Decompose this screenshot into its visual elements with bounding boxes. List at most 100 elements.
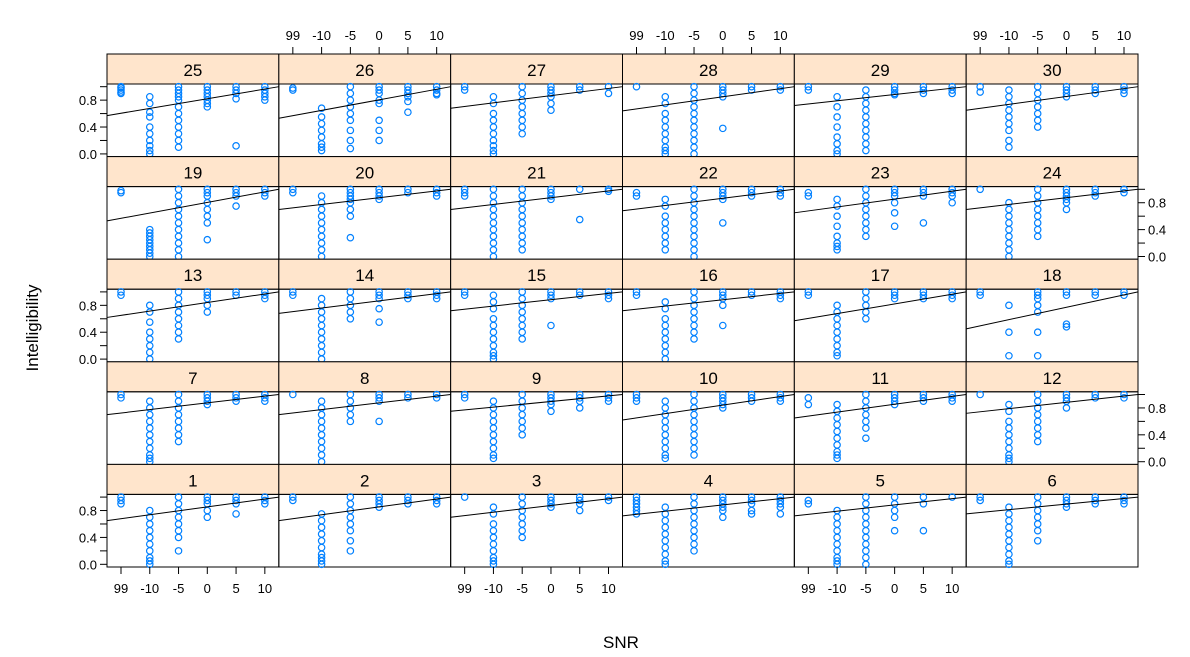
- data-point: [174, 294, 183, 303]
- data-point: [690, 431, 698, 439]
- data-point: [145, 92, 154, 101]
- data-point: [661, 437, 670, 446]
- fit-line: [106, 188, 279, 222]
- data-point: [804, 82, 813, 91]
- data-point: [862, 308, 870, 316]
- data-point: [690, 451, 698, 459]
- data-point: [1091, 86, 1100, 94]
- strip-28: [622, 53, 795, 85]
- data-point: [862, 410, 870, 419]
- data-point: [690, 89, 698, 98]
- data-point: [575, 288, 584, 296]
- data-point: [862, 113, 870, 121]
- x-tick-label: 99: [973, 28, 987, 43]
- data-point: [862, 146, 870, 155]
- strip-label: 23: [871, 164, 890, 183]
- data-point: [346, 417, 355, 426]
- data-point: [232, 202, 240, 210]
- panel-4: 4: [622, 463, 795, 569]
- strip-label: 24: [1043, 164, 1062, 183]
- data-point: [317, 523, 326, 532]
- panel-17: 17: [793, 258, 967, 363]
- panel-frame: [622, 493, 795, 568]
- fit-line: [794, 496, 967, 517]
- data-point: [862, 140, 870, 148]
- strip-18: [965, 258, 1139, 290]
- data-point: [661, 410, 670, 419]
- x-tick-label: -5: [1032, 28, 1044, 43]
- data-point: [862, 86, 870, 94]
- data-point: [862, 99, 870, 108]
- data-point: [174, 533, 183, 542]
- data-point: [690, 225, 698, 234]
- panel-frame: [278, 391, 452, 465]
- x-tick-label: -10: [484, 581, 503, 596]
- data-point: [489, 298, 498, 306]
- data-point: [833, 420, 841, 429]
- data-point: [145, 129, 154, 138]
- data-point: [1033, 417, 1042, 426]
- data-point: [1033, 410, 1042, 419]
- data-point: [432, 291, 441, 300]
- data-point: [174, 192, 183, 200]
- y-tick-label: 0.8: [1148, 401, 1166, 416]
- data-point: [145, 547, 154, 555]
- data-point: [661, 298, 670, 306]
- data-point: [890, 500, 899, 508]
- y-tick-label: 0.0: [1148, 455, 1166, 470]
- panel-30: 30: [965, 53, 1139, 158]
- data-point: [145, 113, 154, 121]
- data-point: [460, 390, 469, 399]
- data-point: [317, 219, 326, 227]
- data-point: [1033, 397, 1042, 406]
- y-tick-label: 0.4: [1148, 223, 1166, 238]
- data-point: [346, 212, 355, 220]
- data-point: [404, 108, 412, 117]
- data-point: [1120, 500, 1128, 508]
- data-point: [1033, 301, 1042, 310]
- fit-line: [794, 188, 967, 214]
- panel-frame: [450, 83, 623, 158]
- data-point: [1005, 219, 1013, 227]
- data-point: [489, 321, 498, 330]
- x-tick-label: -5: [516, 581, 528, 596]
- data-point: [375, 126, 383, 135]
- data-point: [690, 513, 698, 522]
- data-point: [1005, 232, 1013, 241]
- data-point: [690, 136, 698, 145]
- data-point: [661, 523, 670, 532]
- data-point: [833, 113, 841, 121]
- data-point: [117, 86, 125, 94]
- data-point: [1005, 225, 1013, 234]
- data-point: [661, 321, 670, 330]
- data-point: [862, 533, 870, 542]
- data-point: [145, 540, 154, 548]
- data-point: [833, 335, 841, 343]
- data-point: [862, 205, 870, 214]
- data-point: [919, 89, 928, 98]
- panel-27: 27: [450, 53, 623, 158]
- panel-23: 23: [793, 156, 967, 260]
- data-point: [174, 417, 183, 426]
- data-point: [890, 198, 899, 207]
- data-point: [690, 205, 698, 214]
- data-point: [432, 294, 441, 303]
- data-point: [174, 513, 183, 522]
- data-point: [1120, 89, 1128, 98]
- data-point: [1120, 188, 1128, 197]
- strip-label: 28: [699, 61, 718, 80]
- data-point: [489, 212, 498, 220]
- data-point: [547, 89, 555, 98]
- data-point: [203, 188, 212, 197]
- data-point: [690, 526, 698, 535]
- data-point: [432, 390, 441, 399]
- data-point: [976, 288, 984, 296]
- data-point: [261, 500, 269, 508]
- data-point: [747, 82, 756, 91]
- strip-5: [793, 463, 967, 495]
- data-point: [890, 209, 899, 217]
- data-point: [690, 424, 698, 432]
- panel-frame: [793, 493, 967, 568]
- data-point: [661, 424, 670, 432]
